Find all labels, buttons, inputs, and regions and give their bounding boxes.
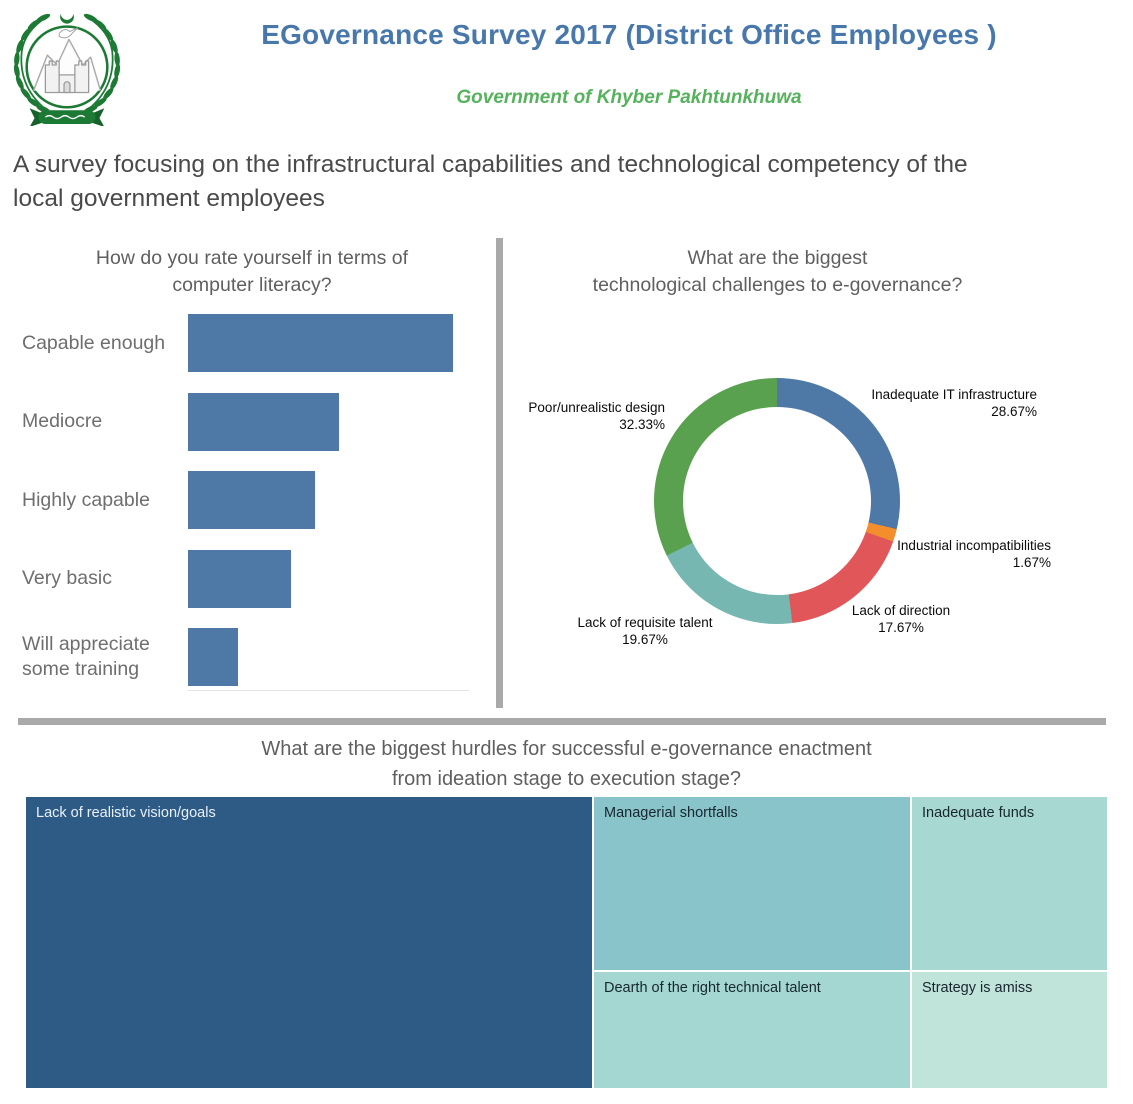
literacy-bar[interactable]	[188, 392, 339, 451]
literacy-bar[interactable]	[188, 549, 291, 608]
treemap-cell[interactable]: Dearth of the right technical talent	[594, 972, 910, 1088]
literacy-bar[interactable]	[188, 628, 238, 686]
bar-category-label: Very basic	[22, 567, 112, 589]
page-subtitle: Government of Khyber Pakhtunkhuwa	[456, 87, 802, 108]
donut-label-industrial: Industrial incompatibilities 1.67%	[897, 538, 1051, 570]
bar-category-label: Highly capable	[22, 488, 150, 511]
treemap-cell[interactable]: Strategy is amiss	[912, 972, 1107, 1088]
vertical-divider	[496, 238, 503, 708]
bar-category-label: Will appreciate some training	[22, 633, 150, 680]
computer-literacy-bar-chart: Capable enough Mediocre Highly capable V…	[14, 314, 490, 694]
treemap-cell[interactable]: Lack of realistic vision/goals	[26, 797, 592, 1088]
horizontal-divider	[18, 718, 1106, 725]
bar-row: Will appreciate some training	[14, 628, 490, 686]
page-title: EGovernance Survey 2017 (District Office…	[261, 19, 997, 50]
bar-row: Very basic	[14, 549, 490, 608]
bar-chart-title: How do you rate yourself in terms of com…	[95, 247, 409, 296]
donut-label-lack-direction: Lack of direction 17.67%	[851, 603, 951, 635]
donut-ring[interactable]	[654, 378, 900, 624]
bar-row: Mediocre	[14, 392, 490, 451]
bar-chart-axis-line	[188, 690, 469, 691]
bar-category-label: Capable enough	[22, 331, 166, 354]
donut-label-poor-design: Poor/unrealistic design 32.33%	[528, 400, 665, 432]
donut-hole	[683, 407, 871, 595]
intro-line-1: A survey focusing on the infrastructural…	[13, 151, 968, 178]
kp-government-emblem-logo	[12, 7, 122, 126]
intro-line-2: local government employees	[13, 185, 325, 212]
bar-row: Highly capable	[14, 471, 490, 529]
header: EGovernance Survey 2017 (District Office…	[135, 0, 1123, 109]
treemap-cell[interactable]: Inadequate funds	[912, 797, 1107, 970]
intro-text: A survey focusing on the infrastructural…	[13, 148, 1103, 216]
bar-category-label: Mediocre	[22, 410, 103, 432]
hurdles-treemap: Lack of realistic vision/goals Manageria…	[26, 797, 1107, 1088]
literacy-bar[interactable]	[188, 471, 315, 529]
donut-label-inadequate-it: Inadequate IT infrastructure 28.67%	[871, 387, 1037, 419]
donut-label-requisite-talent: Lack of requisite talent 19.67%	[577, 615, 713, 647]
bar-row: Capable enough	[14, 314, 490, 372]
treemap-cell[interactable]: Managerial shortfalls	[594, 797, 910, 970]
literacy-bar[interactable]	[188, 314, 453, 372]
treemap-title: What are the biggest hurdles for success…	[261, 738, 872, 790]
donut-chart-title: What are the biggest technological chall…	[592, 247, 963, 296]
